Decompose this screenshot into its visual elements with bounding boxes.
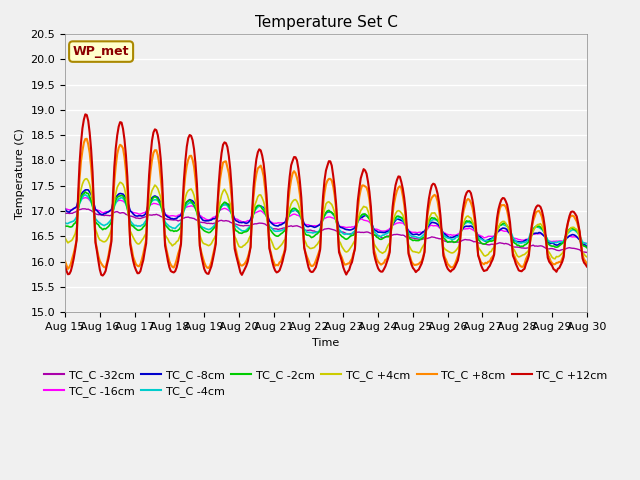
TC_C -8cm (160, 206, 168, 212)
TC_C -32cm (80, 206, 88, 212)
TC_C -32cm (388, 232, 396, 238)
TC_C +12cm (61, 263, 69, 269)
TC_C +4cm (360, 204, 367, 209)
TC_C -2cm (521, 242, 529, 248)
TC_C +12cm (81, 111, 89, 117)
TC_C +4cm (551, 256, 559, 262)
TC_C -2cm (81, 189, 89, 195)
TC_C -16cm (160, 208, 168, 214)
TC_C -2cm (61, 223, 69, 229)
TC_C +8cm (583, 261, 591, 266)
TC_C +4cm (388, 221, 396, 227)
TC_C -32cm (76, 207, 83, 213)
TC_C -4cm (61, 220, 69, 226)
TC_C -8cm (360, 213, 367, 219)
TC_C -8cm (83, 187, 91, 192)
Title: Temperature Set C: Temperature Set C (255, 15, 397, 30)
TC_C +4cm (160, 217, 168, 223)
TC_C -16cm (360, 217, 367, 223)
TC_C -8cm (377, 229, 385, 235)
TC_C -32cm (521, 245, 529, 251)
TC_C -4cm (360, 212, 367, 217)
TC_C -16cm (521, 238, 529, 243)
TC_C -4cm (81, 192, 89, 198)
TC_C -8cm (583, 244, 591, 250)
TC_C -16cm (388, 222, 396, 228)
TC_C -2cm (76, 200, 83, 205)
TC_C -32cm (61, 210, 69, 216)
Y-axis label: Temperature (C): Temperature (C) (15, 128, 25, 218)
X-axis label: Time: Time (312, 337, 340, 348)
TC_C +12cm (361, 168, 369, 173)
TC_C +12cm (76, 161, 83, 167)
Line: TC_C -32cm: TC_C -32cm (65, 209, 587, 252)
TC_C +12cm (583, 264, 591, 269)
Line: TC_C -4cm: TC_C -4cm (65, 195, 587, 244)
TC_C -2cm (360, 211, 367, 217)
TC_C +12cm (522, 261, 530, 267)
TC_C -8cm (61, 206, 69, 212)
TC_C -4cm (388, 220, 396, 226)
TC_C -2cm (583, 245, 591, 251)
TC_C +4cm (583, 254, 591, 260)
TC_C +8cm (390, 200, 398, 206)
TC_C -8cm (521, 238, 529, 243)
TC_C -16cm (76, 198, 83, 204)
TC_C +4cm (521, 252, 529, 257)
TC_C -4cm (377, 234, 385, 240)
Line: TC_C -16cm: TC_C -16cm (65, 198, 587, 243)
Line: TC_C -2cm: TC_C -2cm (65, 192, 587, 248)
TC_C +4cm (76, 193, 83, 199)
TC_C +8cm (83, 136, 91, 142)
TC_C +4cm (83, 176, 91, 181)
TC_C +12cm (161, 243, 169, 249)
TC_C +12cm (390, 192, 398, 197)
TC_C +8cm (161, 239, 169, 245)
TC_C -2cm (388, 221, 396, 227)
Legend: TC_C -32cm, TC_C -16cm, TC_C -8cm, TC_C -4cm, TC_C -2cm, TC_C +4cm, TC_C +8cm, T: TC_C -32cm, TC_C -16cm, TC_C -8cm, TC_C … (40, 365, 612, 401)
Line: TC_C +8cm: TC_C +8cm (65, 139, 587, 269)
TC_C -4cm (76, 201, 83, 206)
Line: TC_C +12cm: TC_C +12cm (65, 114, 587, 276)
TC_C -4cm (521, 240, 529, 246)
TC_C -16cm (377, 228, 385, 234)
TC_C -16cm (583, 240, 591, 246)
TC_C -8cm (76, 194, 83, 200)
TC_C +8cm (64, 266, 72, 272)
TC_C +8cm (379, 261, 387, 266)
Text: WP_met: WP_met (73, 45, 129, 58)
TC_C -4cm (583, 241, 591, 247)
TC_C -2cm (160, 215, 168, 220)
TC_C +4cm (377, 250, 385, 255)
Line: TC_C -8cm: TC_C -8cm (65, 190, 587, 247)
TC_C -32cm (160, 215, 168, 221)
TC_C +8cm (77, 159, 85, 165)
TC_C -16cm (61, 205, 69, 211)
TC_C -2cm (377, 237, 385, 242)
TC_C -32cm (360, 229, 367, 235)
TC_C +4cm (61, 235, 69, 240)
TC_C -32cm (377, 234, 385, 240)
TC_C -16cm (81, 195, 89, 201)
TC_C +8cm (522, 256, 530, 262)
TC_C +12cm (379, 269, 387, 275)
TC_C +8cm (61, 258, 69, 264)
TC_C -8cm (388, 222, 396, 228)
TC_C +12cm (99, 273, 106, 278)
TC_C -4cm (160, 213, 168, 218)
TC_C -32cm (583, 250, 591, 255)
Line: TC_C +4cm: TC_C +4cm (65, 179, 587, 259)
TC_C +8cm (361, 183, 369, 189)
